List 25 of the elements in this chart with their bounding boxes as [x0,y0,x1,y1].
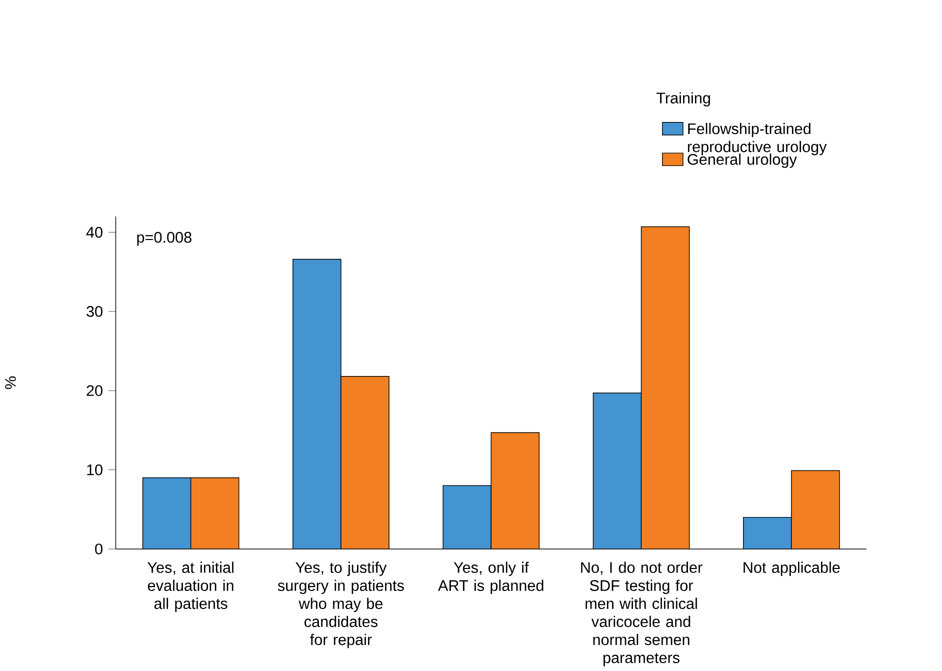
x-tick-label: No, I do not order SDF testing for men with clinical varicocele and normal semen parameters [581,562,702,666]
bar [743,516,792,549]
bar [292,259,341,549]
legend-title: Training [656,92,710,106]
annotation: p=0.008 [137,232,192,246]
bar [190,478,239,549]
y-tick-label: 30 [86,306,102,317]
x-tick-label: Yes, at initial evaluation in all patients [148,562,234,612]
bar [142,478,191,549]
bar [340,376,390,549]
bar [491,432,540,549]
bar [593,392,642,549]
legend-label: Fellowship-trained reproductive urology [688,122,827,156]
bar [641,226,690,549]
bar [443,485,492,549]
legend-label: General urology [688,153,797,168]
y-tick-label: 0 [95,543,102,554]
x-tick-label: Yes, to justify surgery in patients who may be candidates for repair [278,562,404,648]
x-tick-label: Not applicable [744,562,840,576]
bar [791,470,840,549]
y-tick-label: 10 [87,464,102,476]
y-axis-title: % [5,376,16,389]
y-tick-label: 20 [86,385,102,396]
y-tick-label: 40 [86,226,102,238]
x-tick-label: Yes, only if ART is planned [438,562,544,594]
